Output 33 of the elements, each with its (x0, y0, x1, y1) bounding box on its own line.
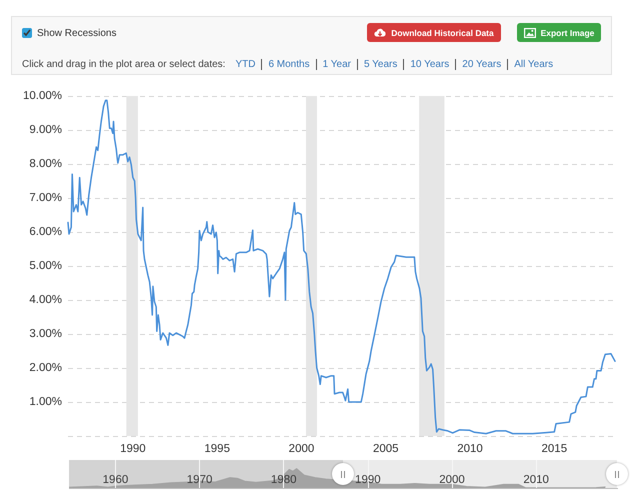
y-tick-label: 5.00% (29, 260, 62, 272)
y-tick-label: 3.00% (29, 328, 62, 340)
x-tick-label: 2005 (372, 443, 399, 455)
y-tick-label: 6.00% (29, 226, 62, 238)
text: 5 Years (364, 58, 398, 70)
y-tick-label: 2.00% (29, 362, 62, 374)
y-tick-label: 7.00% (29, 192, 62, 204)
x-tick-label: 1990 (120, 443, 146, 455)
x-tick-label: 2000 (439, 474, 465, 486)
text: YTD (235, 58, 256, 70)
text: All Years (514, 58, 554, 70)
x-tick-label: 2000 (288, 443, 314, 455)
y-tick-label: 1.00% (29, 396, 62, 408)
x-tick-label: 1960 (102, 474, 128, 486)
x-tick-label: 1995 (204, 443, 230, 455)
text: Show Recessions (37, 28, 116, 38)
x-tick-label: 2015 (542, 443, 568, 455)
x-tick-label: 1970 (186, 474, 212, 486)
text: 20 Years (462, 58, 502, 70)
download-button: Download Historical Data (367, 23, 501, 42)
x-tick-label: 2010 (523, 474, 549, 486)
x-tick-label: 2010 (457, 443, 483, 455)
text: Click and drag in the plot area or select dates: (22, 58, 226, 70)
y-tick-label: 4.00% (29, 294, 62, 306)
export-button: Export Image (517, 23, 601, 42)
y-tick-label: 8.00% (29, 158, 62, 170)
line-series (67, 100, 616, 434)
text: 1 Year (322, 58, 351, 70)
y-tick-label: 9.00% (29, 124, 62, 136)
text: 10 Years (410, 58, 450, 70)
text: 6 Months (268, 58, 310, 70)
x-tick-label: 1990 (355, 474, 381, 486)
y-tick-label: 10.00% (22, 90, 62, 102)
